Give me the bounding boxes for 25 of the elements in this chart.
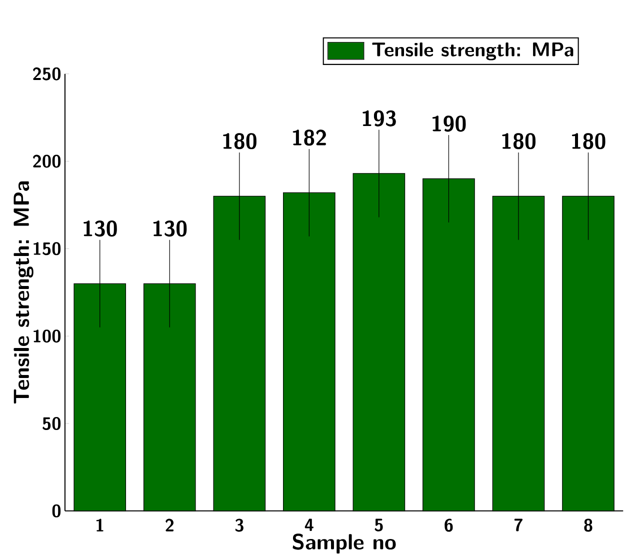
data-label: 130 <box>84 220 117 237</box>
x-tick-label: 5 <box>374 518 383 532</box>
x-tick-label: 7 <box>514 518 523 532</box>
x-tick-label: 4 <box>304 518 314 532</box>
x-tick-label: 6 <box>444 518 453 532</box>
legend-label: Tensile strength: MPa <box>372 42 574 60</box>
data-label: 193 <box>362 110 396 127</box>
data-label: 180 <box>502 133 536 150</box>
data-label: 130 <box>153 220 187 237</box>
y-tick-label: 150 <box>34 242 61 256</box>
x-tick-label: 8 <box>584 518 592 532</box>
y-tick-label: 250 <box>33 67 61 80</box>
y-tick-label: 0 <box>52 504 61 518</box>
data-label: 180 <box>572 133 606 150</box>
data-label: 180 <box>223 133 256 150</box>
data-label: 190 <box>432 116 466 132</box>
data-label: 182 <box>292 130 326 146</box>
y-tick-label: 200 <box>33 154 61 168</box>
y-axis-title: Tensile strength: MPa <box>14 182 34 404</box>
x-tick-label: 3 <box>235 518 244 532</box>
x-tick-label: 2 <box>166 518 174 532</box>
x-tick-label: 1 <box>96 518 104 532</box>
y-tick-label: 100 <box>34 330 61 343</box>
x-axis-title: Sample no <box>292 534 396 554</box>
y-tick-label: 50 <box>42 417 61 430</box>
